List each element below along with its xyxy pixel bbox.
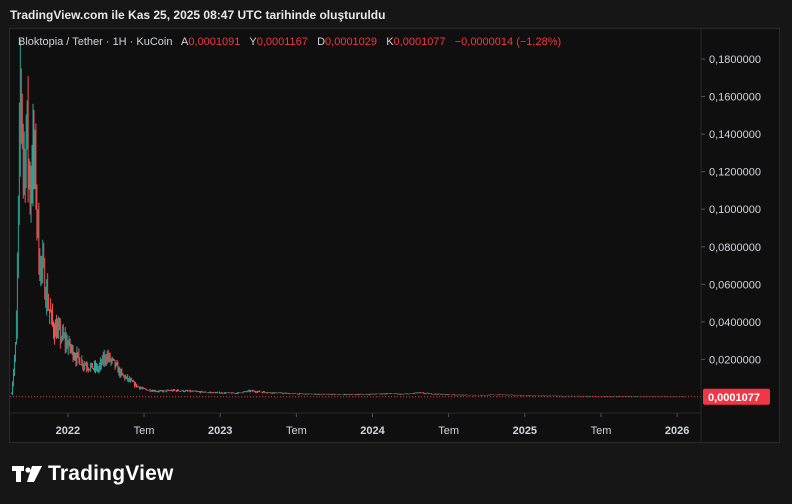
last-price-tag: 0,0001077 — [703, 388, 770, 405]
y-tick-label: 0,1800000 — [709, 54, 761, 66]
x-tick-label: Tem — [134, 425, 155, 437]
symbol-label[interactable]: Bloktopia / Tether · 1H · KuCoin — [18, 36, 173, 48]
x-tick-label: Tem — [286, 425, 307, 437]
y-tick-label: 0,1200000 — [709, 167, 761, 179]
change-value: −0,0000014 (−1,28%) — [454, 36, 562, 48]
candle-series — [11, 38, 685, 397]
y-tick-label: 0,0600000 — [709, 279, 761, 291]
y-tick-label: 0,0400000 — [709, 317, 761, 329]
x-tick-label: 2026 — [665, 425, 689, 437]
x-axis: 2022 Tem 2023 Tem 2024 Tem 2025 Tem 2026 — [10, 412, 701, 437]
y-tick-label: 0,1400000 — [709, 129, 761, 141]
x-tick-label: 2022 — [56, 425, 80, 437]
high-value: 0,0001167 — [256, 36, 308, 48]
low-key: D — [317, 36, 326, 48]
low-value: 0,0001029 — [325, 36, 378, 48]
last-price-label: 0,0001077 — [708, 392, 760, 404]
y-tick-label: 0,1000000 — [709, 204, 761, 216]
tradingview-brand[interactable]: TradingView — [12, 462, 174, 486]
brand-name: TradingView — [48, 462, 174, 485]
x-tick-label: 2024 — [360, 425, 385, 437]
x-tick-label: Tem — [438, 425, 459, 437]
tradingview-logo-icon — [12, 466, 42, 482]
close-key: K — [386, 36, 394, 48]
y-tick-label: 0,0800000 — [709, 242, 761, 254]
x-tick-label: 2023 — [208, 425, 232, 437]
y-tick-label: 0,1600000 — [709, 92, 761, 104]
chart-panel[interactable] — [9, 28, 780, 443]
ohlc-legend: Bloktopia / Tether · 1H · KuCoin A0,0001… — [18, 36, 561, 48]
open-key: A — [181, 36, 189, 48]
y-axis: 0,1800000 0,1600000 0,1400000 0,1200000 0,10… — [700, 29, 761, 442]
open-value: 0,0001091 — [188, 36, 241, 48]
x-tick-label: Tem — [591, 425, 612, 437]
close-value: 0,0001077 — [393, 36, 446, 48]
high-key: Y — [249, 36, 257, 48]
y-tick-label: 0,0200000 — [709, 354, 761, 366]
x-tick-label: 2025 — [513, 425, 537, 437]
chart-caption: TradingView.com ile Kas 25, 2025 08:47 U… — [10, 8, 386, 22]
